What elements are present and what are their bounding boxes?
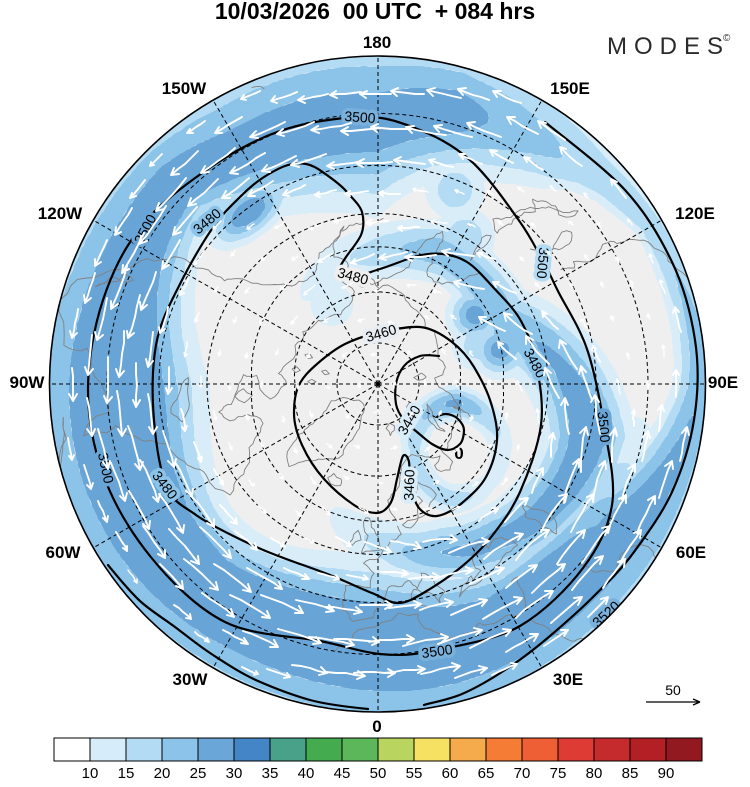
svg-text:3500: 3500 <box>95 451 117 485</box>
svg-text:80: 80 <box>586 765 603 782</box>
svg-text:0: 0 <box>372 717 381 736</box>
svg-text:30: 30 <box>226 765 243 782</box>
svg-text:50: 50 <box>370 765 387 782</box>
svg-text:55: 55 <box>406 765 423 782</box>
svg-text:15: 15 <box>118 765 135 782</box>
svg-text:40: 40 <box>298 765 315 782</box>
svg-text:65: 65 <box>478 765 495 782</box>
svg-text:3500: 3500 <box>344 108 376 126</box>
svg-text:10/03/2026 00 UTC + 084 hrs: 10/03/2026 00 UTC + 084 hrs <box>215 0 535 24</box>
svg-text:45: 45 <box>334 765 351 782</box>
svg-text:3500: 3500 <box>420 641 453 661</box>
svg-text:3460: 3460 <box>400 469 417 501</box>
svg-text:70: 70 <box>514 765 531 782</box>
svg-text:25: 25 <box>190 765 207 782</box>
svg-text:120W: 120W <box>38 204 83 223</box>
svg-text:90W: 90W <box>10 373 46 392</box>
svg-text:60E: 60E <box>676 543 706 562</box>
svg-text:3480: 3480 <box>336 264 370 288</box>
svg-text:150E: 150E <box>550 79 590 98</box>
svg-text:150W: 150W <box>162 79 207 98</box>
svg-text:3500: 3500 <box>534 247 553 280</box>
svg-text:50: 50 <box>665 682 681 698</box>
svg-text:35: 35 <box>262 765 279 782</box>
svg-text:85: 85 <box>622 765 639 782</box>
svg-text:0: 0 <box>454 444 463 463</box>
svg-text:60: 60 <box>442 765 459 782</box>
svg-text:3500: 3500 <box>420 641 453 661</box>
svg-text:180: 180 <box>363 33 391 52</box>
svg-text:30E: 30E <box>553 670 583 689</box>
svg-text:MODES: MODES <box>607 33 730 60</box>
svg-text:90E: 90E <box>708 373 738 392</box>
svg-text:120E: 120E <box>675 204 715 223</box>
svg-text:20: 20 <box>154 765 171 782</box>
svg-text:3500: 3500 <box>595 411 614 444</box>
svg-text:©: © <box>723 33 731 44</box>
svg-text:75: 75 <box>550 765 567 782</box>
svg-text:10: 10 <box>82 765 99 782</box>
svg-text:90: 90 <box>658 765 675 782</box>
svg-text:60W: 60W <box>46 543 82 562</box>
svg-text:30W: 30W <box>173 670 209 689</box>
